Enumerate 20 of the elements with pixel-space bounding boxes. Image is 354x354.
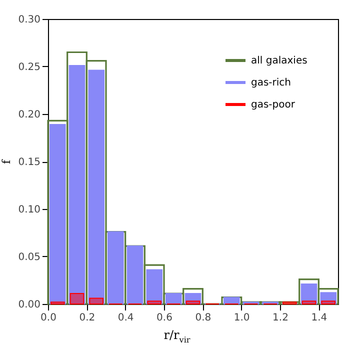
legend-label: gas-poor (251, 100, 296, 110)
y-tick-label: 0.20 (18, 110, 40, 120)
y-tick-label: 0.00 (18, 300, 40, 310)
x-axis-title: r/r$_{vir}$ (162, 328, 192, 344)
x-tick-label: 0.6 (156, 312, 172, 324)
y-axis-title: f (0, 159, 14, 164)
x-tick-label: 0.8 (195, 312, 212, 324)
legend-label: gas-rich (251, 78, 292, 88)
x-tick-label: 1.2 (272, 312, 288, 324)
x-tick-label: 1.0 (234, 312, 250, 324)
x-tick-label: 1.4 (311, 312, 328, 324)
y-tick-label: 0.05 (18, 252, 40, 263)
legend-label: all galaxies (251, 56, 308, 66)
y-tick-label: 0.30 (18, 14, 40, 26)
y-tick-label: 0.10 (18, 204, 40, 216)
x-tick-label: 0.0 (40, 312, 56, 324)
x-tick-label: 0.2 (79, 312, 96, 324)
y-tick-label: 0.15 (18, 157, 40, 168)
y-tick-label: 0.25 (18, 62, 40, 73)
x-tick-label: 0.4 (118, 312, 134, 324)
